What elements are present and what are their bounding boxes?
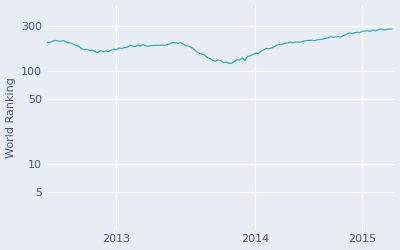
- Y-axis label: World Ranking: World Ranking: [6, 77, 16, 158]
